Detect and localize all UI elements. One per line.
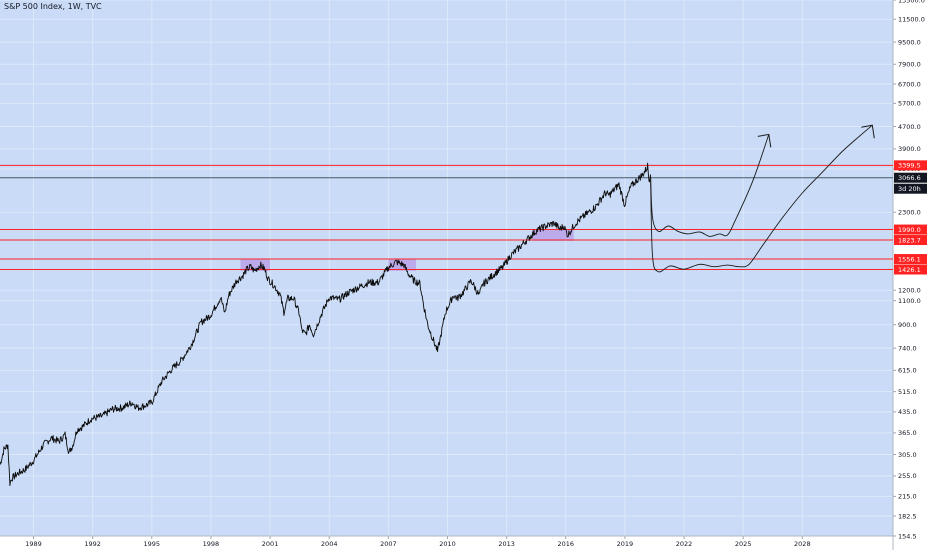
y-tick-label: 215.0 [898, 493, 917, 501]
highlight-zone [532, 229, 574, 241]
countdown-badge [894, 183, 927, 194]
arrowhead-icon [861, 124, 875, 139]
price-badge [894, 264, 927, 275]
projection-1-path [650, 134, 770, 237]
x-tick-label: 1995 [144, 540, 161, 548]
price-series-line [0, 162, 651, 487]
y-tick-label: 154.5 [898, 532, 917, 540]
projection-2-path [650, 124, 873, 273]
y-tick-label: 7900.0 [898, 61, 921, 69]
y-tick-label: 1100.0 [898, 297, 921, 305]
price-badge [894, 235, 927, 246]
y-tick-label: 515.0 [898, 388, 917, 396]
price-axis-panel [893, 0, 932, 550]
y-tick-label: 4700.0 [898, 123, 921, 131]
y-tick-label: 2300.0 [898, 209, 921, 217]
price-badge [894, 172, 927, 183]
y-tick-label: 365.0 [898, 429, 917, 437]
x-tick-label: 2016 [557, 540, 574, 548]
y-tick-label: 305.0 [898, 451, 917, 459]
price-badge-label: 1990.0 [898, 226, 921, 234]
x-tick-label: 1989 [25, 540, 42, 548]
y-tick-label: 13500.0 [898, 0, 925, 4]
price-badge [894, 224, 927, 235]
price-badge-label: 3399.5 [898, 162, 921, 170]
y-tick-label: 5700.0 [898, 100, 921, 108]
price-badge-label: 1556.1 [898, 255, 921, 263]
x-tick-label: 2019 [617, 540, 634, 548]
y-tick-label: 182.5 [898, 512, 917, 520]
y-tick-label: 9500.0 [898, 38, 921, 46]
y-tick-label: 740.0 [898, 344, 917, 352]
time-axis-panel [0, 536, 893, 550]
price-badge-label: 1426.1 [898, 266, 921, 274]
y-tick-label: 6700.0 [898, 80, 921, 88]
x-tick-label: 2010 [439, 540, 456, 548]
x-tick-label: 1998 [203, 540, 220, 548]
price-badge-label: 1823.7 [898, 236, 921, 244]
y-tick-label: 435.0 [898, 408, 917, 416]
y-tick-label: 900.0 [898, 321, 917, 329]
x-tick-label: 2028 [794, 540, 811, 548]
y-tick-label: 615.0 [898, 367, 917, 375]
x-tick-label: 2025 [735, 540, 752, 548]
x-tick-label: 2013 [498, 540, 515, 548]
countdown-label: 3d 20h [898, 185, 921, 193]
x-tick-label: 2022 [676, 540, 693, 548]
x-tick-label: 2007 [380, 540, 397, 548]
chart-title: S&P 500 Index, 1W, TVC [4, 2, 102, 11]
x-tick-label: 2001 [262, 540, 279, 548]
y-tick-label: 1200.0 [898, 287, 921, 295]
plot-background [0, 0, 893, 536]
x-tick-label: 1992 [84, 540, 101, 548]
price-badge [894, 160, 927, 171]
price-badge [894, 254, 927, 265]
x-tick-label: 2004 [321, 540, 338, 548]
y-tick-label: 3900.0 [898, 145, 921, 153]
y-tick-label: 255.0 [898, 472, 917, 480]
price-badge-label: 3066.6 [898, 174, 921, 182]
y-tick-label: 11500.0 [898, 16, 925, 24]
arrowhead-icon [757, 133, 772, 148]
